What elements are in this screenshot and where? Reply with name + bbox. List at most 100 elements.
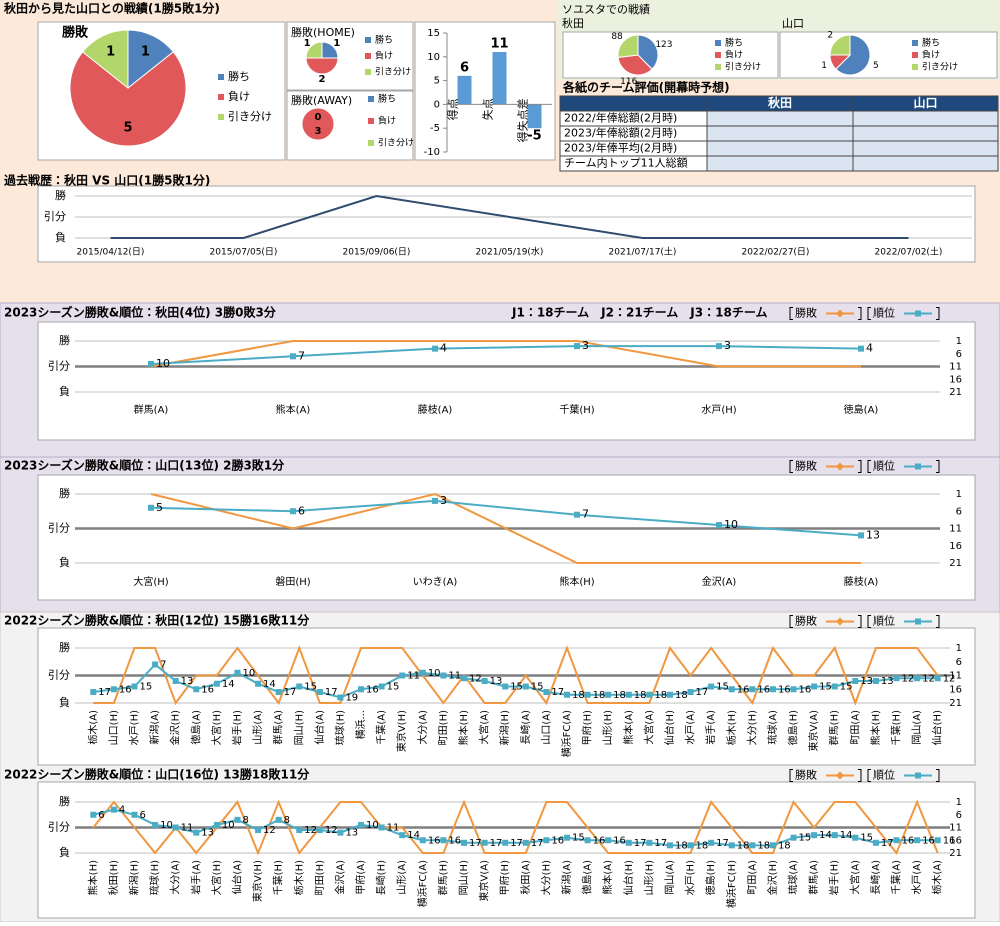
point-marker: [440, 837, 447, 844]
data-label: 16: [778, 684, 791, 695]
x-tick-label: 得失点差: [517, 98, 530, 142]
legend-swatch: [368, 118, 374, 124]
data-label: 0: [315, 112, 322, 123]
data-label: 18: [737, 840, 750, 851]
x-tick-label: 藤枝(A): [418, 403, 453, 416]
y-tick-label: 10: [427, 52, 440, 63]
x-tick-label: 大宮(H): [210, 710, 223, 745]
panel: [37, 185, 976, 263]
y-tick-label: 引分: [48, 668, 70, 682]
point-marker: [316, 689, 323, 695]
point-marker: [646, 839, 653, 846]
legend-label: 引き分け: [725, 62, 761, 73]
chart-title: 勝敗: [62, 25, 89, 41]
point-marker: [914, 675, 921, 682]
point-marker: [584, 691, 591, 698]
x-tick-label: 大分(A): [169, 860, 182, 895]
x-tick-label: 東京V(A): [807, 710, 820, 752]
pie-slice: [81, 29, 129, 90]
data-label: 2: [319, 74, 326, 85]
x-tick-label: 磐田(H): [275, 576, 310, 588]
bar: [492, 52, 507, 105]
x-tick-label: 大宮(H): [133, 575, 168, 588]
y-tick-label: 負: [59, 846, 70, 859]
table-cell: [852, 155, 999, 172]
bar: [457, 75, 472, 105]
data-label: 12: [922, 673, 935, 684]
pie-slice: [835, 34, 871, 76]
data-label: 14: [819, 830, 832, 841]
x-tick-label: 町田(A): [849, 710, 861, 745]
data-label: 17: [654, 838, 667, 849]
x-tick-label: 山形(A): [252, 710, 264, 745]
x-tick-label: 群馬(H): [436, 860, 449, 895]
chart-title: 2022シーズン勝敗&順位：秋田(12位) 15勝16敗11分: [4, 613, 310, 628]
legend-swatch: [912, 52, 918, 58]
point-marker: [914, 837, 921, 844]
legend-bracket: [789, 615, 793, 628]
point-marker: [358, 686, 365, 693]
point-marker: [90, 689, 97, 695]
panel: [562, 31, 779, 79]
x-tick-label: 山口(A): [540, 710, 552, 745]
point-marker: [399, 672, 406, 679]
data-label: 15: [139, 682, 152, 693]
x-tick-label: 横浜FC(A): [560, 710, 573, 757]
x-tick-label: 藤枝(A): [844, 575, 879, 588]
data-label: 10: [222, 820, 235, 831]
legend-bracket: [936, 460, 940, 473]
point-marker: [831, 683, 838, 690]
data-label: 6: [460, 60, 469, 75]
bar: [527, 104, 542, 129]
legend-label: 勝敗: [795, 306, 817, 320]
x-tick-label: 千葉(H): [559, 403, 594, 416]
pie-slice: [617, 34, 639, 58]
data-label: 16: [799, 684, 812, 695]
point-marker: [811, 683, 818, 690]
point-marker: [337, 694, 344, 701]
point-marker: [399, 832, 406, 839]
x-tick-label: 岡山(H): [293, 710, 305, 745]
legend-label: 勝ち: [725, 37, 743, 49]
x-tick-label: 仙台(H): [931, 710, 944, 745]
point-marker: [543, 689, 550, 695]
data-label: 17: [634, 838, 647, 849]
point-marker: [716, 343, 722, 350]
legend-swatch: [365, 69, 371, 75]
y-tick-label: 勝: [59, 640, 70, 654]
legend-bracket: [867, 460, 871, 473]
data-label: 17: [284, 687, 297, 698]
section-title: ソユスタでの戦績: [562, 2, 650, 16]
data-label: 13: [866, 528, 880, 541]
data-label: 6: [98, 810, 104, 821]
data-label: 13: [860, 676, 873, 687]
point-marker: [858, 532, 864, 539]
x-tick-label: 金沢(A): [333, 860, 346, 895]
point-marker: [687, 842, 694, 849]
legend-label: 勝ち: [228, 69, 250, 83]
panel: [779, 31, 998, 79]
data-label: 18: [593, 690, 606, 701]
x-tick-label: 2022/07/02(土): [875, 246, 943, 258]
data-label: 8: [284, 815, 290, 826]
data-label: 16: [922, 835, 935, 846]
data-label: 11: [181, 823, 194, 834]
point-marker: [749, 842, 756, 849]
data-label: 3: [582, 339, 589, 352]
data-label: 13: [881, 676, 894, 687]
point-marker: [852, 834, 859, 841]
y2-tick-label: 11: [949, 671, 962, 682]
point-marker: [666, 691, 673, 698]
table-header: 山口: [913, 96, 937, 110]
point-marker: [358, 821, 365, 828]
data-label: 18: [654, 690, 667, 701]
point-marker: [831, 832, 838, 839]
point-marker: [563, 691, 570, 698]
data-label: 18: [634, 690, 647, 701]
x-tick-label: 大宮(H): [210, 860, 223, 895]
legend-marker: [836, 462, 844, 471]
x-tick-label: 仙台(H): [663, 710, 676, 745]
